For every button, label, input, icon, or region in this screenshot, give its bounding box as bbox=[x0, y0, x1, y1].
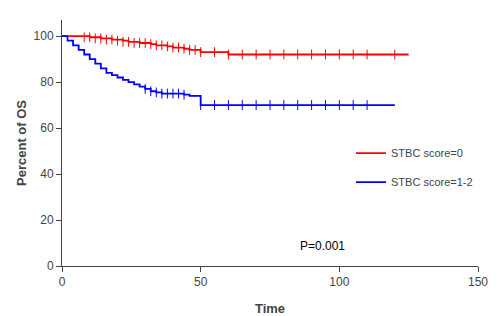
svg-text:40: 40 bbox=[40, 167, 54, 181]
svg-text:STBC score=1-2: STBC score=1-2 bbox=[391, 176, 473, 188]
svg-text:100: 100 bbox=[34, 29, 54, 43]
svg-text:80: 80 bbox=[40, 75, 54, 89]
svg-text:0: 0 bbox=[59, 275, 66, 289]
svg-text:100: 100 bbox=[329, 275, 349, 289]
svg-text:150: 150 bbox=[468, 275, 488, 289]
svg-text:50: 50 bbox=[194, 275, 208, 289]
svg-text:Percent of OS: Percent of OS bbox=[14, 100, 29, 186]
svg-text:60: 60 bbox=[40, 121, 54, 135]
svg-text:STBC score=0: STBC score=0 bbox=[391, 147, 463, 159]
svg-text:0: 0 bbox=[47, 259, 54, 273]
svg-text:Time: Time bbox=[255, 301, 285, 316]
svg-text:P=0.001: P=0.001 bbox=[300, 239, 345, 253]
svg-text:20: 20 bbox=[40, 213, 54, 227]
